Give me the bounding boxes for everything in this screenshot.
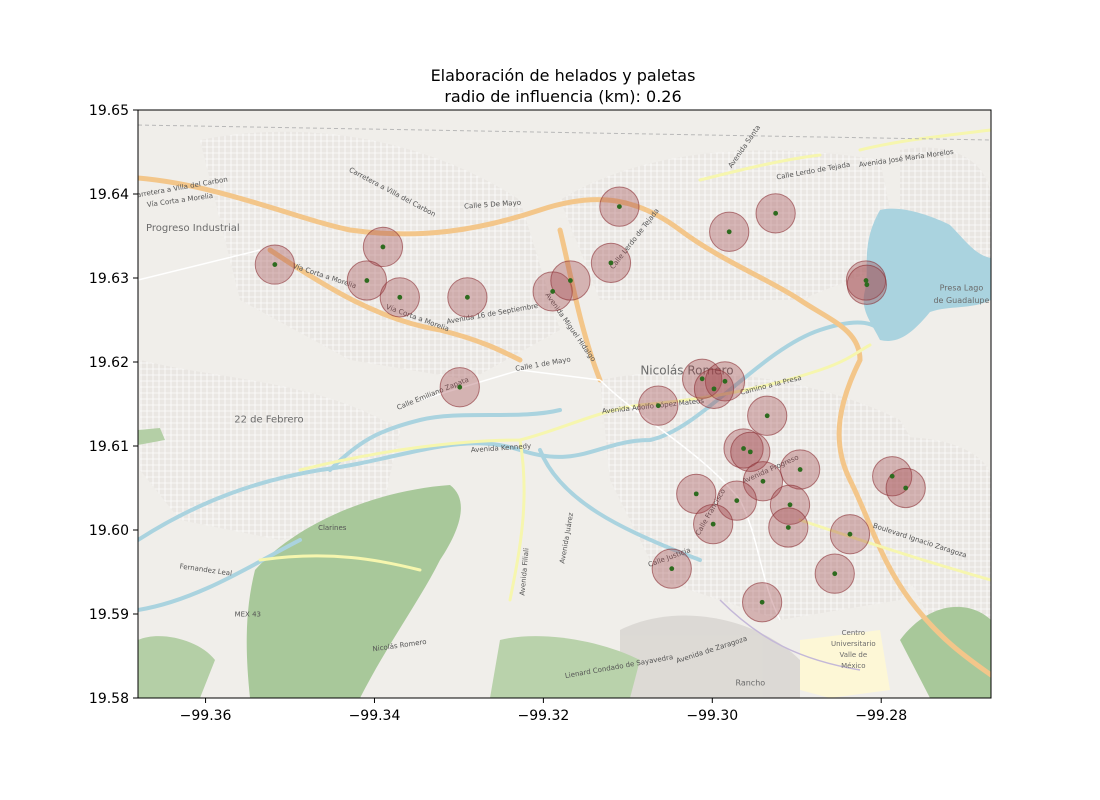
roads-major [138, 175, 991, 678]
university-area [800, 630, 890, 698]
y-tick-label: 19.65 [89, 103, 129, 119]
y-axis: 19.58 19.59 19.60 19.61 19.62 19.63 19.64 19.65 [89, 103, 138, 707]
data-point [797, 467, 803, 472]
forest-area-west [138, 428, 215, 698]
place-label: Nicolás Romero [640, 364, 733, 378]
x-tick-label: −99.34 [349, 708, 401, 724]
data-point [710, 521, 716, 527]
place-label: Centro [842, 629, 865, 637]
place-label: México [841, 662, 865, 670]
data-point [787, 502, 793, 508]
data-point [734, 498, 740, 503]
data-point [903, 485, 909, 491]
data-point [847, 531, 853, 537]
data-point [747, 449, 753, 455]
data-point [457, 384, 463, 390]
place-label: Valle de [839, 651, 867, 659]
data-point [764, 413, 770, 419]
data-point [832, 571, 838, 577]
y-tick-label: 19.58 [89, 691, 129, 707]
data-point [773, 210, 779, 216]
data-point [711, 386, 717, 392]
y-tick-label: 19.61 [89, 439, 129, 455]
data-points [272, 204, 909, 605]
data-point [693, 491, 699, 497]
place-label: de Guadalupe [933, 296, 989, 305]
x-tick-label: −99.32 [517, 708, 569, 724]
data-point [464, 294, 470, 300]
y-tick-label: 19.60 [89, 523, 129, 539]
y-tick-label: 19.62 [89, 355, 129, 371]
road-label: MEX 43 [235, 611, 261, 619]
data-point [726, 229, 732, 235]
y-tick-label: 19.63 [89, 271, 129, 287]
data-point [550, 289, 556, 294]
data-point [889, 473, 895, 479]
roads-minor [138, 124, 991, 671]
place-label: Universitario [831, 640, 876, 648]
x-tick-label: −99.36 [180, 708, 232, 724]
place-label: 22 de Febrero [234, 414, 303, 425]
data-point [397, 294, 403, 300]
roads-secondary [258, 128, 991, 602]
data-point [760, 478, 766, 484]
data-point [568, 278, 573, 283]
place-label: Presa Lago [940, 284, 984, 293]
data-point [669, 566, 675, 572]
data-point [785, 525, 791, 530]
x-tick-label: −99.28 [855, 708, 907, 724]
forest-area-south [490, 636, 640, 698]
x-axis: −99.36 −99.34 −99.32 −99.30 −99.28 [180, 698, 907, 724]
chart-title-line1: Elaboración de helados y paletas [431, 66, 696, 85]
data-point [380, 244, 386, 250]
y-tick-label: 19.59 [89, 607, 129, 623]
place-label: Progreso Industrial [146, 223, 240, 234]
data-point [655, 403, 661, 409]
x-tick-label: −99.30 [686, 708, 738, 724]
lake [863, 208, 991, 341]
chart-title-line2: radio de influencia (km): 0.26 [444, 87, 681, 106]
data-point [759, 599, 765, 605]
data-point [699, 376, 705, 382]
map-place-labels: Progreso Industrial Nicolás Romero 22 de F… [146, 223, 989, 687]
road-label: Calle 5 De Mayo [464, 199, 521, 211]
place-label: Rancho [735, 678, 765, 687]
data-point [864, 282, 870, 288]
forest-area-east [900, 606, 991, 698]
data-point [272, 262, 278, 267]
data-point [741, 446, 746, 451]
data-point [863, 278, 869, 283]
plot-frame [137, 109, 992, 699]
road-label: Clarines [318, 524, 347, 532]
data-point [364, 278, 370, 283]
data-point [616, 204, 622, 210]
data-point [608, 260, 614, 266]
map-background: Progreso Industrial Nicolás Romero 22 de F… [138, 110, 991, 698]
data-point [722, 378, 728, 384]
y-tick-label: 19.64 [89, 187, 129, 203]
